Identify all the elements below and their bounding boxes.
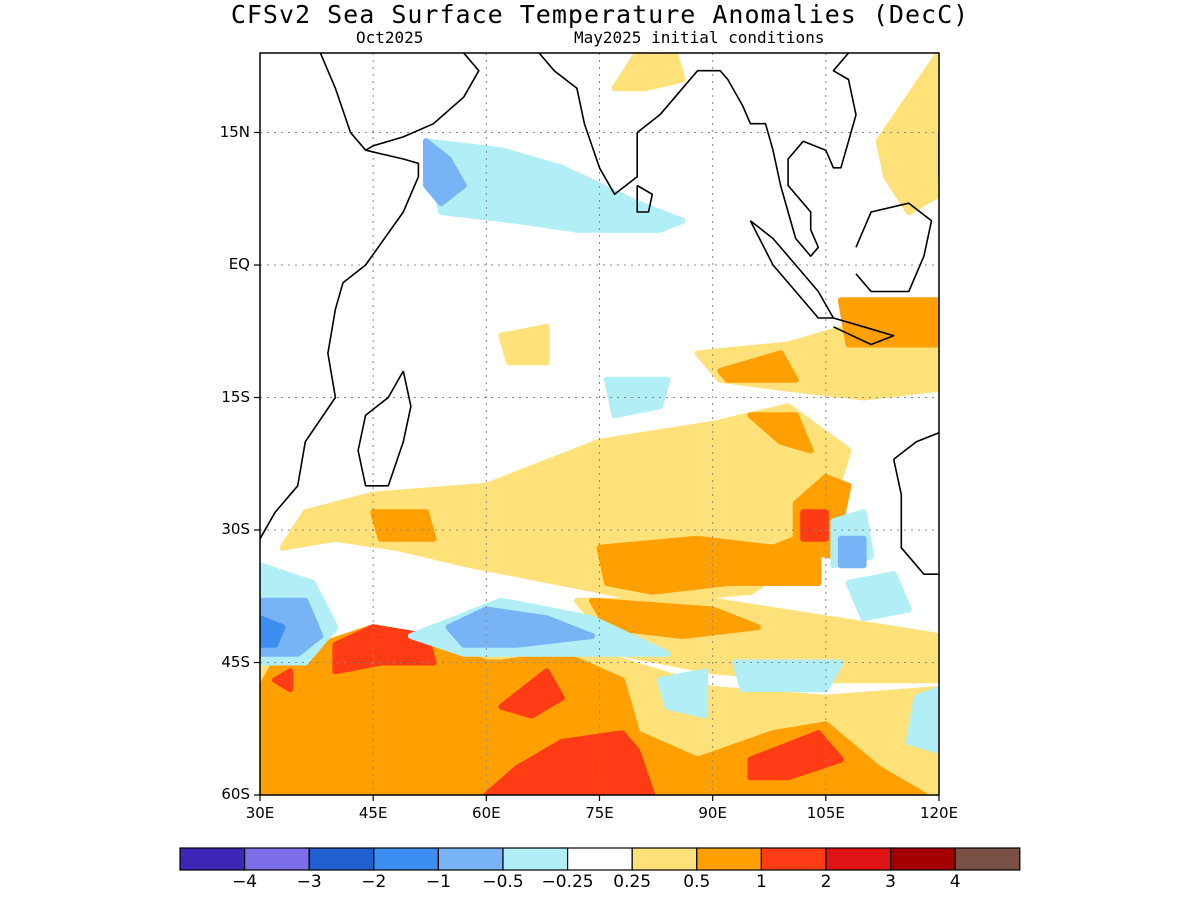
colorbar-swatch-12 xyxy=(954,847,1021,871)
colorbar xyxy=(179,847,1021,871)
colorbar-label: −1 xyxy=(425,872,451,892)
initial-conditions: May2025 initial conditions xyxy=(574,28,825,47)
colorbar-swatch-9 xyxy=(760,847,827,871)
anomaly-region-10 xyxy=(717,350,799,383)
anomaly-region-2 xyxy=(875,53,939,215)
colorbar-label: −0.25 xyxy=(541,872,594,892)
anomaly-region-26 xyxy=(845,571,912,622)
colorbar-label: −3 xyxy=(296,872,322,892)
colorbar-label: 1 xyxy=(755,872,767,892)
colorbar-label: −2 xyxy=(361,872,387,892)
coastline-7 xyxy=(855,202,933,293)
axis-ticks xyxy=(254,131,940,801)
coastline-6 xyxy=(833,317,895,346)
coastline-9 xyxy=(893,432,939,460)
lon-label: 120E xyxy=(919,804,959,822)
lon-label: 75E xyxy=(585,804,614,822)
anomaly-region-7 xyxy=(596,527,822,595)
colorbar-swatch-6 xyxy=(566,847,633,871)
anomaly-region-21 xyxy=(423,138,686,233)
anomaly-region-11 xyxy=(837,297,939,348)
coastline-8 xyxy=(892,459,939,576)
lon-label: 45E xyxy=(358,804,388,822)
colorbar-swatch-8 xyxy=(696,847,762,871)
anomaly-region-32 xyxy=(445,606,595,648)
gridlines xyxy=(260,53,939,795)
colorbar-swatch-2 xyxy=(308,847,375,871)
anomaly-region-12 xyxy=(370,509,437,542)
anomaly-region-19 xyxy=(800,509,829,542)
colorbar-label: 2 xyxy=(820,872,832,892)
colorbar-label: −4 xyxy=(232,872,258,892)
colorbar-label: −0.5 xyxy=(482,872,524,892)
lon-label: 90E xyxy=(698,804,727,822)
anomaly-region-33 xyxy=(837,535,867,569)
coastlines xyxy=(260,53,939,576)
colorbar-swatch-3 xyxy=(373,847,439,871)
anomaly-region-28 xyxy=(905,686,939,754)
coastline-2 xyxy=(357,370,412,487)
anomaly-region-29 xyxy=(732,659,844,692)
colorbar-label: 0.5 xyxy=(683,872,711,892)
colorbar-label: 4 xyxy=(949,872,961,892)
colorbar-swatch-5 xyxy=(502,847,569,871)
anomaly-region-16 xyxy=(498,668,565,719)
lat-label: EQ xyxy=(228,255,250,273)
lon-label: 30E xyxy=(245,804,275,822)
colorbar-swatch-0 xyxy=(179,847,246,871)
colorbar-swatch-4 xyxy=(437,847,504,871)
anomaly-region-30 xyxy=(423,138,467,207)
colorbar-swatch-7 xyxy=(631,847,698,871)
lon-label: 105E xyxy=(806,804,845,822)
anomaly-region-6 xyxy=(611,53,686,92)
anomaly-region-34 xyxy=(260,615,286,648)
anomaly-region-20 xyxy=(272,668,294,692)
colorbar-swatch-10 xyxy=(825,847,892,871)
lat-label: 60S xyxy=(221,785,250,803)
chart-title: CFSv2 Sea Surface Temperature Anomalies … xyxy=(230,0,970,29)
lat-label: 30S xyxy=(221,520,250,538)
colorbar-swatch-1 xyxy=(244,847,310,871)
anomaly-region-5 xyxy=(498,323,550,366)
lat-label: 15N xyxy=(219,122,250,141)
colorbar-label: 0.25 xyxy=(613,872,652,892)
anomaly-region-9 xyxy=(747,412,814,454)
anomaly-region-24 xyxy=(604,376,671,419)
coastline-3 xyxy=(538,53,857,258)
lon-label: 60E xyxy=(472,804,501,822)
coastline-0 xyxy=(260,53,420,540)
lat-label: 45S xyxy=(221,652,250,671)
anomaly-region-27 xyxy=(656,668,709,719)
coastline-4 xyxy=(636,184,654,213)
colorbar-label: 3 xyxy=(885,872,896,892)
colorbar-swatch-11 xyxy=(889,847,956,871)
anomaly-region-18 xyxy=(747,730,844,781)
coastline-1 xyxy=(365,53,480,151)
lat-label: 15S xyxy=(221,387,250,406)
anomaly-region-17 xyxy=(483,730,656,795)
forecast-month: Oct2025 xyxy=(356,28,424,47)
